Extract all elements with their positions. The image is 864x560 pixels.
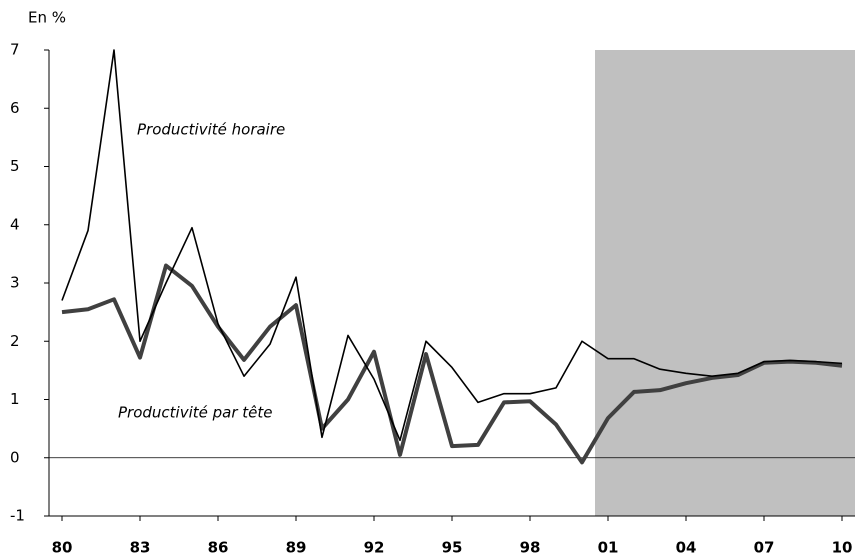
x-tick-label: 10 [832,539,853,557]
x-tick-label: 92 [364,539,385,557]
x-tick-label: 89 [286,539,307,557]
x-tick-label: 80 [52,539,73,557]
x-tick-label: 86 [208,539,229,557]
x-tick-label: 98 [520,539,541,557]
x-tick-label: 04 [676,539,697,557]
series-line [61,263,843,465]
series-line [61,49,843,442]
y-tick-label: 2 [10,332,20,350]
y-tick-label: 0 [10,448,20,466]
y-tick-label: 7 [10,41,20,59]
y-tick-label: 3 [10,274,20,292]
shaded-region [595,50,855,516]
y-tick-label: -1 [10,507,25,525]
series-annotation: Productivité par tête [118,404,273,422]
series-annotation: Productivité horaire [137,121,285,139]
y-tick-label: 1 [10,390,20,408]
y-axis-label: En % [28,9,66,27]
y-tick-label: 4 [10,215,20,233]
y-tick-label: 5 [10,157,20,175]
x-tick-label: 07 [754,539,775,557]
x-tick-label: 01 [598,539,619,557]
x-tick-label: 95 [442,539,463,557]
y-tick-label: 6 [10,99,20,117]
x-tick-label: 83 [130,539,151,557]
